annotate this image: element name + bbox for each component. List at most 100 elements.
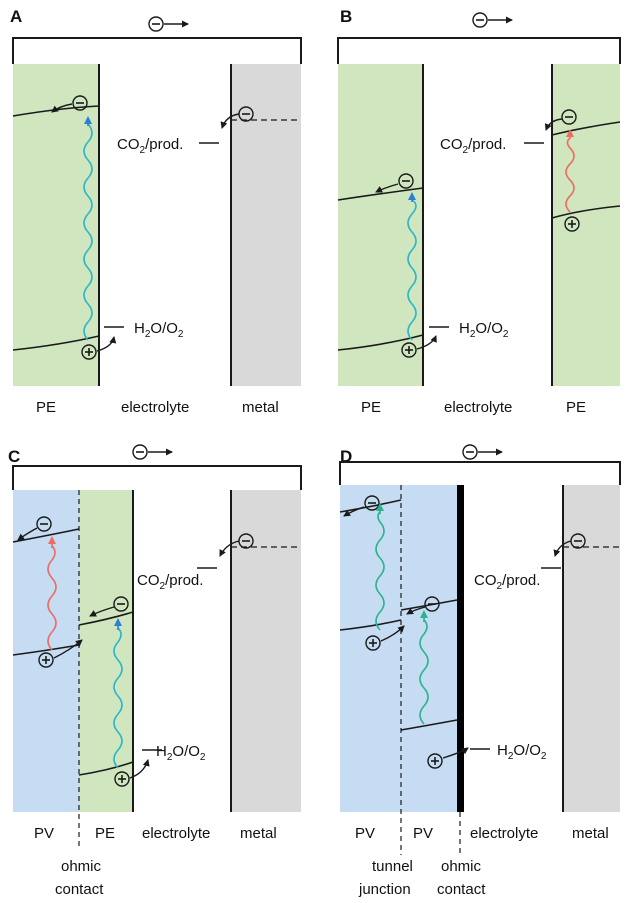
region-label-metal: metal (242, 399, 279, 416)
valence-band (339, 619, 402, 631)
region-label-pv: PV (355, 825, 375, 842)
photon-excitation-wave (419, 619, 429, 725)
valence-band (78, 761, 134, 776)
region-label-pe: PE (95, 825, 115, 842)
electron-transfer-arrow (89, 606, 115, 617)
valence-band (551, 205, 621, 219)
electron-transfer-arrow (17, 527, 38, 541)
electron-icon (36, 516, 52, 532)
recombination-arrow (53, 639, 83, 659)
pe-region (79, 490, 133, 812)
region-label-pe-right: PE (566, 399, 586, 416)
panel-c: C CO2/prod. H2O/O2 (8, 444, 302, 898)
reduction-arrow (553, 540, 572, 557)
external-circuit-wire (337, 37, 621, 64)
electron-flow-icon (462, 444, 503, 460)
panel-letter: A (10, 7, 22, 26)
external-circuit-wire (12, 37, 302, 64)
region-label-pe: PE (36, 399, 56, 416)
contact-label: ohmic (61, 858, 102, 875)
panel-letter: B (340, 7, 352, 26)
contact-label: junction (358, 881, 411, 898)
metal-region (231, 490, 301, 812)
h2o-label: H2O/O2 (459, 320, 509, 340)
metal-region (231, 64, 301, 386)
contact-label: contact (437, 881, 486, 898)
region-label-pe: PE (361, 399, 381, 416)
oxidation-arrow (442, 747, 469, 759)
oxidation-arrow (129, 759, 150, 779)
hole-icon (114, 771, 130, 787)
region-label-electrolyte: electrolyte (444, 399, 512, 416)
region-label-pv: PV (34, 825, 54, 842)
panel-b: B CO2/prod. H2O/O2 (337, 7, 621, 416)
photon-excitation-wave (83, 123, 93, 341)
hole-icon (564, 216, 580, 232)
panel-d: D CO2/prod. H2O/O2 (339, 444, 621, 898)
photon-excitation-wave (113, 627, 123, 769)
panel-a: A CO2/prod. H2O/O2 (10, 7, 302, 416)
region-label-electrolyte: electrolyte (470, 825, 538, 842)
h2o-label: H2O/O2 (156, 743, 206, 763)
recombination-arrow (380, 625, 405, 642)
electron-transfer-arrow (375, 183, 399, 193)
electron-flow-icon (472, 12, 513, 28)
reduction-arrow (544, 118, 563, 131)
hole-icon (401, 342, 417, 358)
co2-label: CO2/prod. (137, 572, 203, 592)
external-circuit-wire (12, 465, 302, 490)
oxidation-arrow (416, 335, 437, 350)
reduction-arrow (219, 540, 240, 557)
region-label-electrolyte: electrolyte (142, 825, 210, 842)
contact-label: tunnel (372, 858, 413, 875)
conduction-band (78, 611, 134, 626)
region-label-metal: metal (572, 825, 609, 842)
oxidation-arrow (96, 336, 117, 352)
electron-icon (398, 173, 414, 189)
region-label-electrolyte: electrolyte (121, 399, 189, 416)
conduction-band (400, 599, 458, 611)
region-label-pv: PV (413, 825, 433, 842)
external-circuit-wire (339, 461, 621, 485)
conduction-band (337, 187, 424, 201)
pe-region-right (552, 64, 620, 386)
co2-label: CO2/prod. (440, 136, 506, 156)
valence-band (12, 335, 100, 351)
pv-region (340, 485, 457, 812)
hole-icon (365, 635, 381, 651)
electron-icon (72, 95, 88, 111)
hole-icon (81, 344, 97, 360)
metal-region (563, 485, 620, 812)
electron-transfer-arrow (406, 606, 426, 615)
valence-band (337, 334, 424, 351)
conduction-band (551, 121, 621, 136)
electron-transfer-arrow (51, 103, 73, 113)
h2o-label: H2O/O2 (497, 742, 547, 762)
ohmic-contact-bar (457, 485, 464, 812)
panel-letter: D (340, 447, 352, 466)
electron-icon (424, 596, 440, 612)
contact-label: contact (55, 881, 104, 898)
electron-icon (113, 596, 129, 612)
electron-flow-icon (132, 444, 173, 460)
conduction-band (12, 528, 80, 543)
contact-label: ohmic (441, 858, 482, 875)
photon-excitation-wave (565, 137, 575, 213)
region-label-metal: metal (240, 825, 277, 842)
photon-excitation-wave (375, 511, 385, 631)
electron-flow-icon (148, 16, 189, 32)
co2-label: CO2/prod. (117, 136, 183, 156)
hole-icon (38, 652, 54, 668)
panel-letter: C (8, 447, 20, 466)
hole-icon (427, 753, 443, 769)
photon-excitation-wave (47, 545, 57, 651)
photon-excitation-wave (407, 199, 417, 341)
electron-icon (561, 109, 577, 125)
h2o-label: H2O/O2 (134, 320, 184, 340)
valence-band (400, 719, 458, 731)
co2-label: CO2/prod. (474, 572, 540, 592)
electron-transfer-arrow (343, 506, 365, 517)
reduction-arrow (220, 113, 240, 129)
